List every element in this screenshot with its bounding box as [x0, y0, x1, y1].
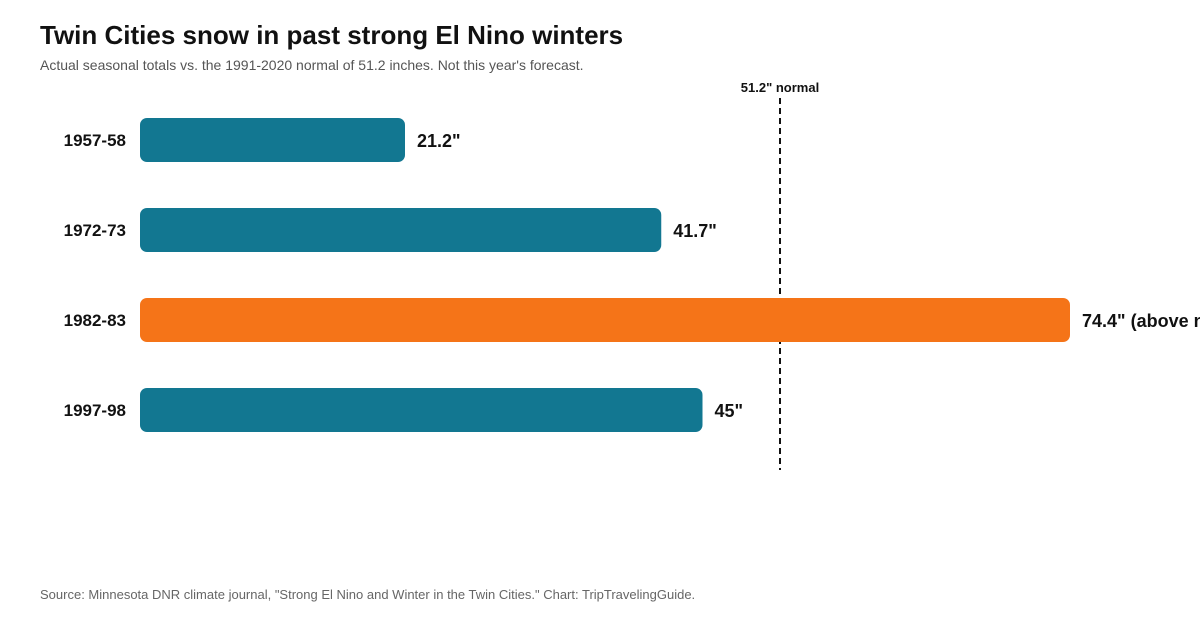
category-label: 1997-98: [64, 401, 126, 420]
bar: [140, 298, 1070, 342]
value-label: 21.2": [417, 131, 461, 151]
chart-subtitle: Actual seasonal totals vs. the 1991-2020…: [40, 57, 584, 73]
value-label: 45": [715, 401, 744, 421]
category-label: 1982-83: [64, 311, 126, 330]
value-label: 74.4" (above normal): [1082, 311, 1200, 331]
value-label: 41.7": [673, 221, 717, 241]
category-label: 1972-73: [64, 221, 126, 240]
chart-title: Twin Cities snow in past strong El Nino …: [40, 20, 624, 50]
bar: [140, 208, 662, 252]
bar: [140, 388, 703, 432]
source-note: Source: Minnesota DNR climate journal, "…: [40, 587, 696, 602]
reference-line-label: 51.2" normal: [741, 80, 819, 95]
bar: [140, 118, 405, 162]
category-label: 1957-58: [64, 131, 126, 150]
